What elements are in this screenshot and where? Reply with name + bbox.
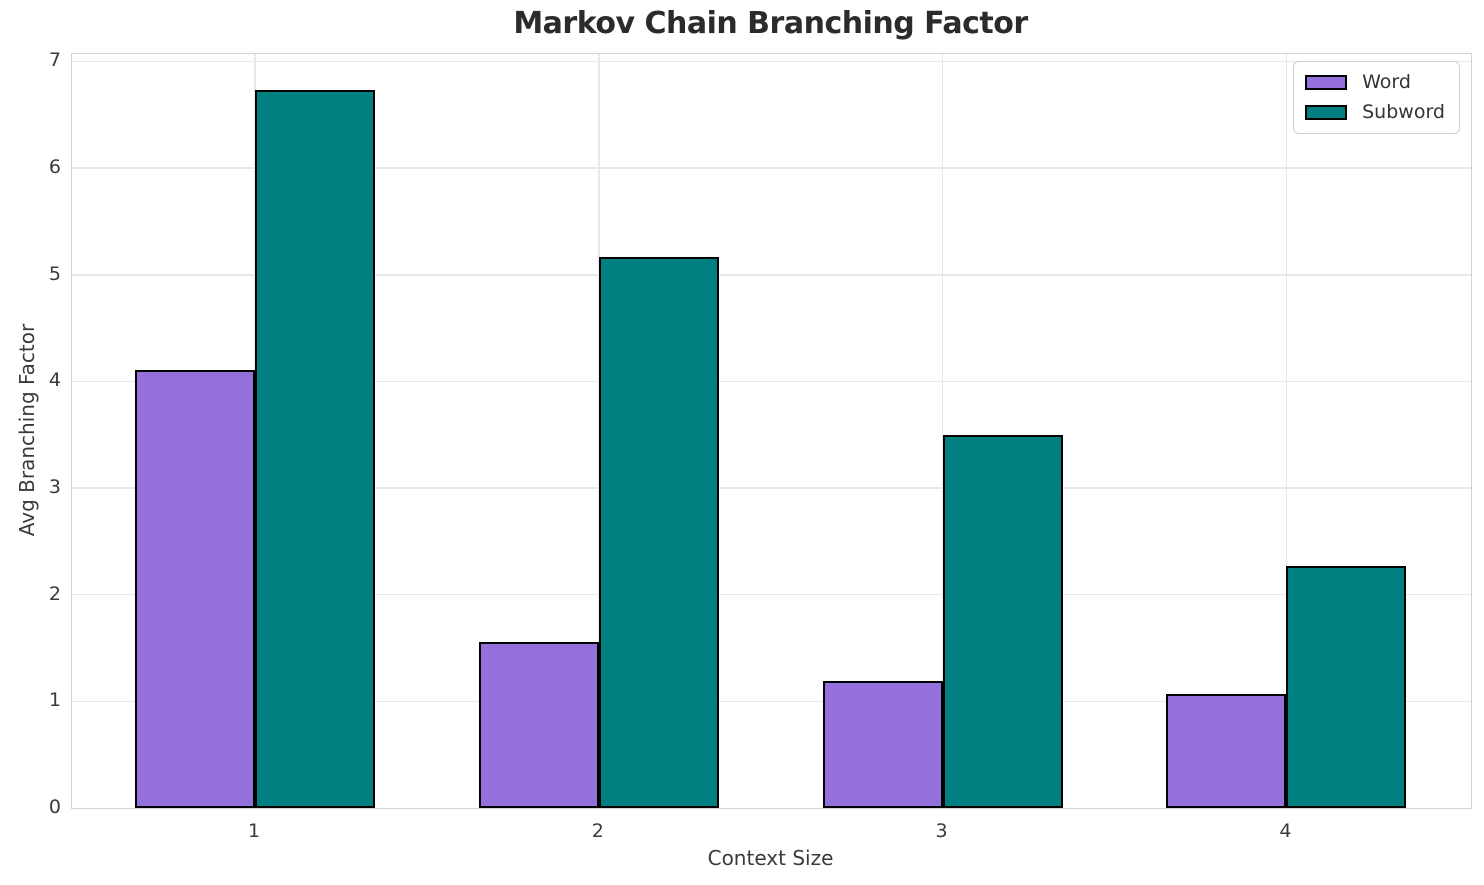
h-gridline (72, 167, 1471, 169)
h-gridline (72, 380, 1471, 383)
legend-item-word: Word (1305, 71, 1445, 94)
legend-label-subword: Subword (1362, 101, 1445, 123)
x-tick-label: 2 (591, 820, 604, 842)
plot-area (71, 53, 1472, 809)
x-tick-label: 1 (247, 820, 261, 842)
y-axis-label: Avg Branching Factor (15, 323, 39, 537)
legend-label-word: Word (1362, 71, 1411, 93)
bar-subword-2 (598, 256, 719, 808)
v-gridline (941, 54, 944, 808)
h-gridline (72, 60, 1471, 63)
bar-word-3 (822, 681, 943, 808)
legend: Word Subword (1293, 61, 1460, 134)
x-tick-label: 4 (1279, 820, 1292, 842)
h-gridline (72, 487, 1471, 489)
y-tick-label: 3 (48, 476, 61, 499)
y-tick-label: 5 (48, 262, 61, 285)
bar-word-1 (135, 369, 255, 808)
bar-subword-3 (942, 434, 1063, 808)
legend-swatch-word (1305, 75, 1348, 90)
legend-swatch-subword (1305, 105, 1348, 120)
y-tick-label: 4 (48, 369, 61, 392)
bar-subword-4 (1286, 565, 1407, 808)
h-gridline (72, 274, 1471, 276)
h-gridline (72, 700, 1471, 703)
x-axis-label: Context Size (707, 846, 834, 870)
y-tick-label: 2 (48, 582, 61, 605)
h-gridline (72, 593, 1471, 596)
v-gridline (1285, 54, 1288, 808)
y-tick-label: 6 (48, 156, 61, 179)
y-tick-label: 1 (48, 689, 61, 712)
legend-item-subword: Subword (1305, 101, 1445, 124)
y-tick-label: 7 (48, 49, 61, 72)
bar-subword-1 (255, 90, 375, 808)
bar-word-4 (1166, 693, 1287, 808)
bar-word-2 (478, 641, 599, 808)
y-tick-label: 0 (48, 796, 61, 818)
chart-title: Markov Chain Branching Factor (513, 6, 1028, 41)
x-tick-label: 3 (935, 820, 948, 842)
